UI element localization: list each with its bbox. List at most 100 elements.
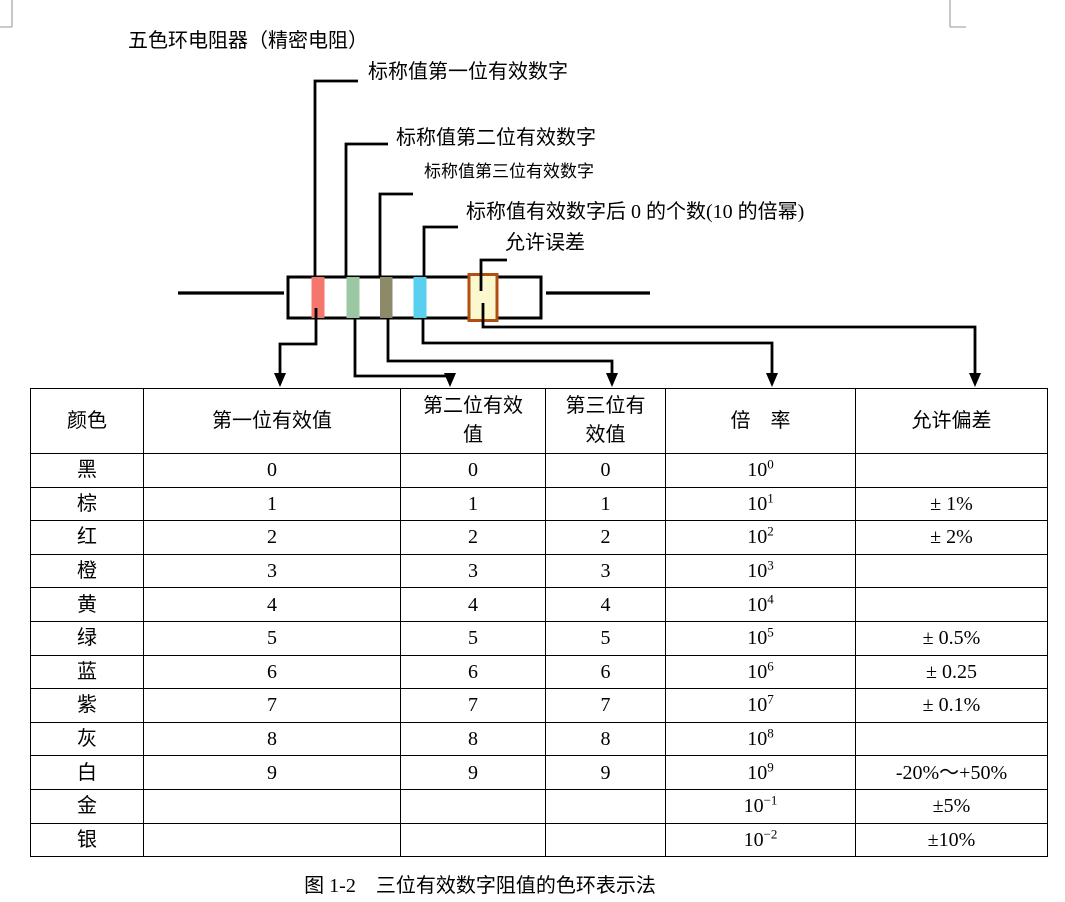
diagram-title: 五色环电阻器（精密电阻） bbox=[128, 30, 368, 52]
multiplier-cell: 108 bbox=[665, 721, 856, 757]
arrowhead-column-digit1 bbox=[274, 373, 286, 387]
tolerance-cell: ± 0.5% bbox=[855, 620, 1048, 656]
tolerance-cell bbox=[855, 453, 1048, 488]
label-first-digit: 标称值第一位有效数字 bbox=[368, 61, 568, 83]
header-tolerance: 允许偏差 bbox=[855, 388, 1048, 454]
header-color: 颜色 bbox=[30, 388, 144, 454]
pointer-band5-to-column bbox=[481, 303, 977, 375]
table-row: 绿 5 5 5 105 ± 0.5% bbox=[30, 620, 1048, 656]
digit1-cell bbox=[143, 822, 401, 858]
table-header-row: 颜色 第一位有效值 第二位有效 值 第三位有 效值 倍 率 允许偏差 bbox=[30, 388, 1048, 454]
digit1-cell: 1 bbox=[143, 486, 401, 522]
multiplier-cell: 106 bbox=[665, 654, 856, 690]
multiplier-cell: 107 bbox=[665, 688, 856, 723]
digit3-cell: 3 bbox=[545, 553, 666, 589]
digit3-cell: 7 bbox=[545, 688, 666, 723]
color-name-cell: 棕 bbox=[30, 486, 144, 522]
multiplier-cell: 104 bbox=[665, 587, 856, 622]
band-2-second-digit bbox=[346, 277, 360, 318]
pointer-band2-to-column bbox=[353, 318, 450, 378]
pointer-band4-to-column bbox=[421, 318, 774, 375]
table-row: 棕 1 1 1 101 ± 1% bbox=[30, 486, 1048, 522]
digit3-cell: 1 bbox=[545, 486, 666, 522]
figure-caption: 图 1-2 三位有效数字阻值的色环表示法 bbox=[304, 875, 656, 897]
arrowhead-column-digit2 bbox=[444, 373, 456, 387]
tolerance-cell: ±5% bbox=[855, 788, 1048, 824]
tolerance-cell: ± 0.1% bbox=[855, 688, 1048, 723]
label-tolerance: 允许误差 bbox=[505, 232, 585, 254]
digit2-cell: 1 bbox=[400, 486, 546, 522]
header-digit2: 第二位有效 值 bbox=[400, 388, 546, 454]
arrowhead-column-multiplier bbox=[766, 373, 778, 387]
band-4-multiplier bbox=[413, 277, 427, 318]
digit1-cell: 2 bbox=[143, 520, 401, 555]
table-row: 橙 3 3 3 103 bbox=[30, 553, 1048, 589]
multiplier-cell: 100 bbox=[665, 453, 856, 488]
digit2-cell: 7 bbox=[400, 688, 546, 723]
color-name-cell: 黑 bbox=[30, 453, 144, 488]
color-name-cell: 白 bbox=[30, 755, 144, 790]
digit2-cell: 3 bbox=[400, 553, 546, 589]
digit2-cell: 6 bbox=[400, 654, 546, 690]
multiplier-cell: 102 bbox=[665, 520, 856, 555]
pointer-band1-to-column bbox=[278, 308, 318, 375]
tolerance-cell bbox=[855, 721, 1048, 757]
page-corner-mark-right bbox=[949, 0, 966, 28]
connector-label-first-digit bbox=[313, 79, 358, 277]
multiplier-cell: 109 bbox=[665, 755, 856, 790]
color-name-cell: 绿 bbox=[30, 620, 144, 656]
digit1-cell: 8 bbox=[143, 721, 401, 757]
pointer-band3-to-column bbox=[386, 318, 614, 375]
digit3-cell: 2 bbox=[545, 520, 666, 555]
table-row: 红 2 2 2 102 ± 2% bbox=[30, 520, 1048, 555]
tolerance-cell: -20%～+50% bbox=[855, 755, 1048, 790]
band-3-third-digit bbox=[380, 277, 393, 318]
connector-label-tolerance bbox=[479, 258, 507, 291]
table-body: 黑 0 0 0 100 棕 1 1 1 101 ± 1% 红 2 2 2 102 ± 2% 橙 3 3 3 103 黄 4 4 4… bbox=[30, 453, 1048, 858]
header-digit3: 第三位有 效值 bbox=[545, 388, 666, 454]
label-multiplier: 标称值有效数字后 0 的个数(10 的倍幂) bbox=[466, 201, 805, 223]
color-name-cell: 灰 bbox=[30, 721, 144, 757]
digit2-cell bbox=[400, 822, 546, 858]
tolerance-cell: ±10% bbox=[855, 822, 1048, 858]
color-name-cell: 红 bbox=[30, 520, 144, 555]
resistor-body bbox=[286, 275, 543, 320]
table-row: 黄 4 4 4 104 bbox=[30, 587, 1048, 622]
digit2-cell: 2 bbox=[400, 520, 546, 555]
digit1-cell: 0 bbox=[143, 453, 401, 488]
page-corner-mark-left bbox=[0, 0, 13, 28]
label-third-digit: 标称值第三位有效数字 bbox=[424, 162, 594, 181]
tolerance-cell bbox=[855, 553, 1048, 589]
table-row: 黑 0 0 0 100 bbox=[30, 453, 1048, 488]
digit3-cell: 0 bbox=[545, 453, 666, 488]
color-name-cell: 银 bbox=[30, 822, 144, 858]
tolerance-cell: ± 2% bbox=[855, 520, 1048, 555]
resistor-diagram bbox=[0, 0, 981, 387]
table-row: 蓝 6 6 6 106 ± 0.25 bbox=[30, 654, 1048, 690]
color-name-cell: 橙 bbox=[30, 553, 144, 589]
arrowhead-column-digit3 bbox=[606, 373, 618, 387]
digit3-cell: 8 bbox=[545, 721, 666, 757]
color-name-cell: 金 bbox=[30, 788, 144, 824]
table-row: 灰 8 8 8 108 bbox=[30, 721, 1048, 757]
header-digit1: 第一位有效值 bbox=[143, 388, 401, 454]
digit3-cell: 9 bbox=[545, 755, 666, 790]
digit2-cell bbox=[400, 788, 546, 824]
digit1-cell bbox=[143, 788, 401, 824]
color-name-cell: 蓝 bbox=[30, 654, 144, 690]
digit1-cell: 7 bbox=[143, 688, 401, 723]
header-multiplier: 倍 率 bbox=[665, 388, 856, 454]
table-row: 金 10−1 ±5% bbox=[30, 788, 1048, 824]
tolerance-cell bbox=[855, 587, 1048, 622]
digit3-cell: 5 bbox=[545, 620, 666, 656]
digit2-cell: 9 bbox=[400, 755, 546, 790]
band-5-tolerance bbox=[467, 273, 499, 322]
digit3-cell: 6 bbox=[545, 654, 666, 690]
color-name-cell: 黄 bbox=[30, 587, 144, 622]
table-row: 银 10−2 ±10% bbox=[30, 822, 1048, 858]
digit1-cell: 9 bbox=[143, 755, 401, 790]
connector-label-second-digit bbox=[344, 142, 388, 277]
connector-label-third-digit bbox=[378, 192, 413, 277]
digit1-cell: 4 bbox=[143, 587, 401, 622]
